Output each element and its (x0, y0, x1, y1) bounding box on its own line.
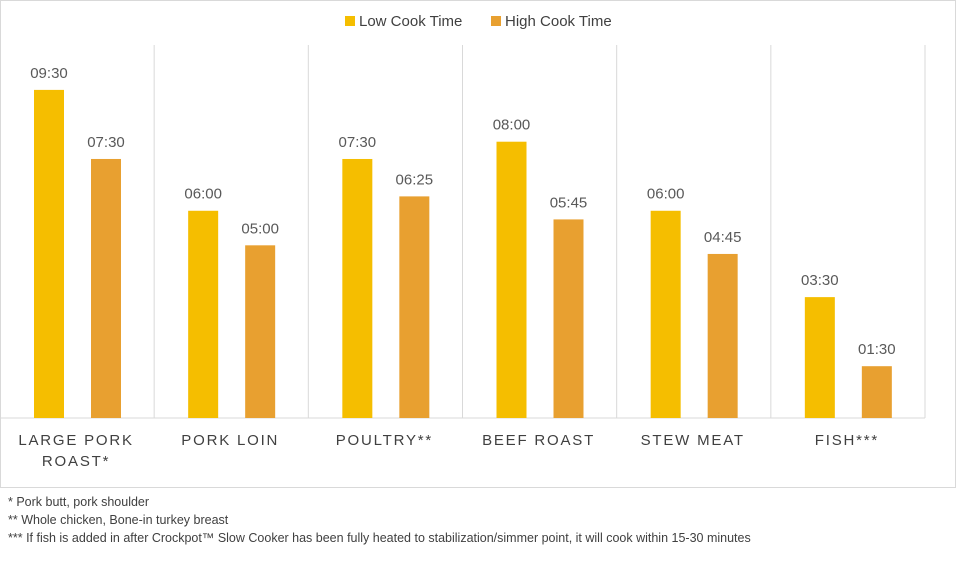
x-tick-label: BEEF ROAST (482, 432, 596, 449)
bar (342, 158, 373, 418)
bar (188, 210, 219, 418)
bar (399, 196, 430, 418)
value-label: 07:30 (339, 134, 377, 151)
footnote: * Pork butt, pork shoulder (8, 495, 150, 509)
x-tick-label: LARGE PORK ROAST* (18, 432, 134, 470)
bar (496, 141, 527, 418)
value-label: 07:30 (87, 134, 125, 151)
value-label: 01:30 (858, 341, 896, 358)
value-label: 08:00 (493, 117, 531, 134)
bar (804, 297, 835, 418)
bar (553, 219, 584, 418)
value-label: 06:00 (184, 186, 222, 203)
value-label: 06:25 (396, 171, 434, 188)
bar (245, 245, 276, 418)
bar (861, 366, 892, 418)
bar (91, 158, 121, 418)
value-label: 06:00 (647, 186, 685, 203)
legend-swatch (345, 16, 355, 26)
value-label: 09:30 (30, 65, 68, 82)
bar (707, 253, 738, 418)
footnotes: * Pork butt, pork shoulder ** Whole chick… (8, 493, 751, 547)
footnote: ** Whole chicken, Bone-in turkey breast (8, 513, 229, 527)
legend-label: High Cook Time (505, 13, 612, 30)
x-tick-label: STEW MEAT (640, 432, 745, 449)
legend-label: Low Cook Time (359, 13, 462, 30)
footnote: *** If fish is added in after Crockpot™ … (8, 531, 751, 545)
value-label: 05:00 (241, 220, 279, 237)
x-tick-label: PORK LOIN (181, 432, 280, 449)
x-tick-label: POULTRY** (335, 432, 434, 449)
value-label: 05:45 (550, 194, 588, 211)
value-label: 03:30 (801, 272, 839, 289)
legend-swatch (491, 16, 501, 26)
bar (650, 210, 681, 418)
x-tick-label: FISH*** (814, 432, 880, 449)
bar (34, 89, 64, 419)
value-label: 04:45 (704, 229, 742, 246)
